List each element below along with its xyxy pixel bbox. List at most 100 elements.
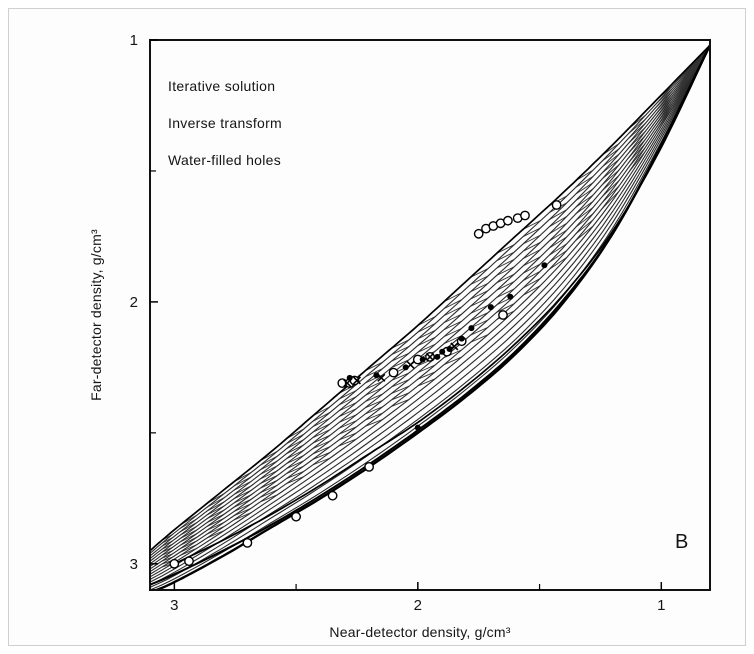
- hatch-stroke: [443, 313, 462, 324]
- hatch-stroke: [179, 518, 198, 529]
- hatch-stroke: [286, 449, 305, 460]
- hatch-stroke: [627, 150, 647, 174]
- hatch-stroke: [627, 118, 646, 135]
- hatch-stroke: [259, 460, 278, 471]
- hatch-stroke: [179, 525, 198, 536]
- hatch-stroke: [575, 225, 594, 241]
- point-inverse-transform: [377, 373, 386, 382]
- hatch-stroke: [417, 329, 436, 340]
- hatch-stroke: [496, 266, 515, 276]
- hatch-stroke: [654, 89, 674, 110]
- hatch-stroke: [391, 359, 410, 369]
- point-inverse-transform: [406, 360, 415, 369]
- legend: Iterative solution Inverse transform Wat…: [168, 78, 282, 168]
- hatch-stroke: [549, 229, 568, 242]
- hatch-stroke: [470, 326, 489, 336]
- hatch-stroke: [470, 268, 489, 278]
- hatch-stroke: [549, 236, 568, 249]
- hatch-stroke: [522, 241, 541, 252]
- hatch-stroke: [161, 553, 174, 559]
- hatch-stroke: [549, 243, 568, 256]
- hatch-stroke: [575, 188, 594, 202]
- hatch-stroke: [179, 529, 198, 540]
- point-water-filled-hole: [364, 461, 374, 472]
- hatch-stroke: [391, 352, 410, 362]
- hatch-stroke: [496, 273, 515, 284]
- hatch-stroke: [470, 290, 489, 300]
- hatch-stroke: [206, 500, 226, 512]
- hatch-stroke: [286, 433, 305, 445]
- hatch-stroke: [391, 345, 410, 356]
- hatch-stroke: [206, 496, 226, 508]
- hatch-stroke: [161, 540, 174, 547]
- hatch-stroke: [654, 106, 674, 134]
- hatch-stroke: [286, 454, 305, 465]
- hatch-stroke: [233, 503, 252, 513]
- hatch-stroke: [601, 148, 620, 162]
- x-axis-label: Near-detector density, g/cm³: [329, 624, 510, 640]
- hatch-stroke: [286, 465, 305, 475]
- hatch-stroke: [496, 251, 515, 262]
- hatch-stroke: [179, 536, 198, 546]
- hatch-stroke: [682, 58, 703, 89]
- hatch-stroke: [161, 549, 174, 556]
- hatch-stroke: [575, 207, 594, 222]
- hatch-stroke: [522, 263, 541, 274]
- hatch-stroke: [391, 372, 410, 381]
- point-water-filled-hole: [291, 511, 301, 522]
- hatch-stroke: [417, 336, 436, 347]
- hatch-stroke: [312, 411, 331, 422]
- hatch-stroke: [601, 169, 620, 186]
- x-axis-ticks: 3 2 1: [170, 582, 665, 614]
- point-iterative-solution: [468, 325, 475, 332]
- hatch-stroke: [365, 399, 383, 409]
- hatch-stroke: [575, 176, 594, 188]
- hatch-stroke: [391, 379, 410, 388]
- point-iterative-solution: [373, 372, 380, 379]
- legend-entry-water: Water-filled holes: [168, 152, 281, 168]
- hatch-stroke: [365, 412, 383, 421]
- hatch-stroke: [522, 270, 541, 282]
- hatch-stroke: [654, 87, 674, 106]
- hatch-stroke: [312, 417, 331, 428]
- hatch-stroke: [470, 275, 489, 286]
- hatch-stroke: [179, 543, 198, 553]
- point-water-filled-hole: [169, 558, 180, 569]
- hatch-stroke: [627, 134, 647, 154]
- figure-frame: [8, 8, 746, 646]
- hatch-stroke: [286, 460, 305, 470]
- hatch-stroke: [365, 380, 383, 390]
- hatch-stroke: [496, 281, 515, 291]
- point-iterative-solution: [446, 346, 453, 352]
- hatch-stroke: [233, 507, 252, 517]
- hatch-stroke: [654, 102, 674, 127]
- hatch-stroke: [522, 249, 541, 260]
- hatch-stroke: [522, 277, 541, 289]
- hatch-stroke: [601, 174, 620, 192]
- hatch-stroke: [627, 142, 647, 164]
- point-iterative-solution: [458, 335, 465, 342]
- hatch-stroke: [338, 420, 357, 429]
- hatch-stroke: [417, 343, 436, 353]
- hatch-stroke: [549, 216, 568, 228]
- hatch-stroke: [443, 306, 462, 317]
- point-water-filled-hole: [551, 200, 562, 210]
- hatch-stroke: [259, 489, 278, 498]
- hatch-stroke: [549, 250, 568, 263]
- hatch-stroke: [496, 303, 515, 313]
- hatch-stroke: [259, 455, 278, 466]
- hatch-stroke: [522, 234, 541, 245]
- point-iterative-solution: [487, 304, 494, 311]
- point-water-filled-hole: [388, 367, 399, 378]
- hatch-stroke: [233, 498, 252, 508]
- hatch-stroke: [391, 385, 410, 394]
- hatch-stroke: [286, 439, 305, 450]
- x-tick-label: 3: [170, 597, 178, 614]
- family-curve: [150, 44, 710, 586]
- hatch-stroke: [391, 398, 410, 407]
- hatch-stroke: [627, 130, 647, 149]
- hatch-stroke: [233, 476, 252, 487]
- point-water-filled-hole: [498, 310, 508, 320]
- hatch-stroke: [575, 213, 594, 228]
- y-tick-label: 2: [130, 294, 138, 311]
